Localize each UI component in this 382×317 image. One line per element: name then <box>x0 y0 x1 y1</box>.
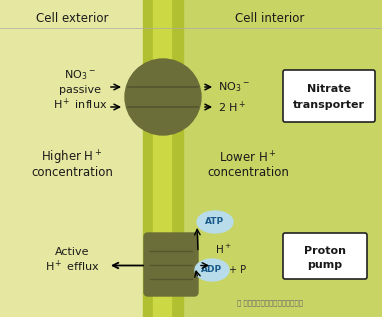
Ellipse shape <box>195 259 229 281</box>
Text: concentration: concentration <box>207 166 289 179</box>
FancyBboxPatch shape <box>144 233 198 296</box>
Text: Cell interior: Cell interior <box>235 11 305 24</box>
Text: H$^+$ efflux: H$^+$ efflux <box>45 258 99 274</box>
FancyBboxPatch shape <box>283 70 375 122</box>
Text: H$^+$: H$^+$ <box>215 243 231 256</box>
Text: Active: Active <box>55 247 89 257</box>
Text: 📱 华南农大作物营养与施肥研究室: 📱 华南农大作物营养与施肥研究室 <box>237 300 303 306</box>
Text: pump: pump <box>308 260 343 270</box>
Text: Higher H$^+$: Higher H$^+$ <box>41 149 103 167</box>
Text: ADP: ADP <box>201 266 223 275</box>
Text: NO$_3$$^-$: NO$_3$$^-$ <box>218 80 250 94</box>
Text: + P: + P <box>229 265 246 275</box>
Text: ATP: ATP <box>206 217 225 227</box>
Text: passive: passive <box>59 85 101 95</box>
Bar <box>168 0 382 317</box>
Text: 2 H$^+$: 2 H$^+$ <box>218 99 246 115</box>
FancyBboxPatch shape <box>283 233 367 279</box>
Bar <box>143 0 183 317</box>
Text: Proton: Proton <box>304 246 346 256</box>
Text: Nitrate: Nitrate <box>307 84 351 94</box>
Text: H$^+$ influx: H$^+$ influx <box>53 96 107 112</box>
Text: Cell exterior: Cell exterior <box>36 11 108 24</box>
Text: Lower H$^+$: Lower H$^+$ <box>219 150 277 166</box>
Text: NO$_3$$^-$: NO$_3$$^-$ <box>64 68 96 82</box>
Text: transporter: transporter <box>293 100 365 110</box>
Bar <box>153 0 171 317</box>
Circle shape <box>125 59 201 135</box>
Ellipse shape <box>197 211 233 233</box>
Text: concentration: concentration <box>31 166 113 179</box>
